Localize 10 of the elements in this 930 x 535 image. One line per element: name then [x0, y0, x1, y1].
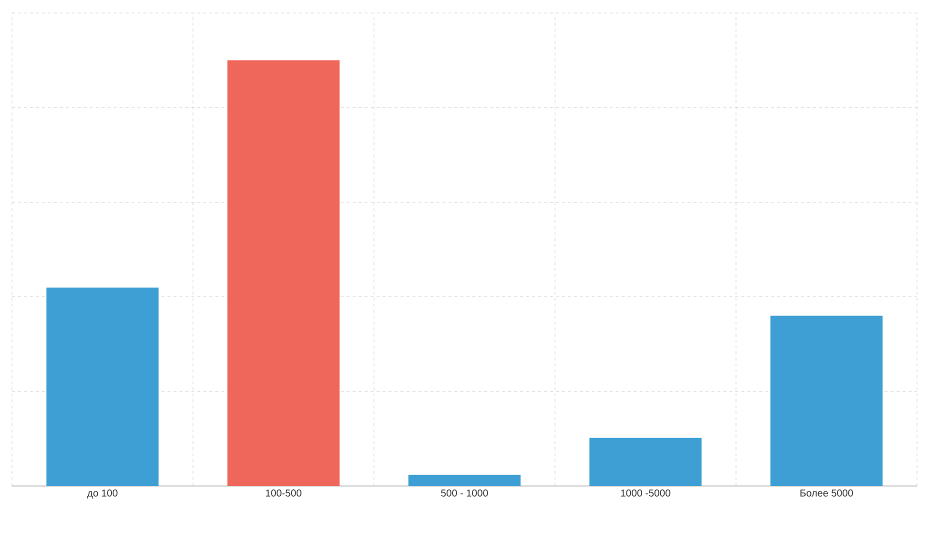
- bar: [46, 288, 159, 486]
- x-tick-label: 1000 -5000: [621, 490, 670, 497]
- x-tick-label: 100-500: [266, 490, 302, 497]
- bar: [227, 60, 340, 486]
- x-tick-label: Более 5000: [800, 490, 853, 497]
- bar: [589, 438, 702, 486]
- bar: [770, 316, 883, 486]
- x-tick-label: до 100: [87, 490, 118, 498]
- x-tick-label: 500 - 1000: [441, 490, 488, 497]
- bar: [408, 474, 521, 486]
